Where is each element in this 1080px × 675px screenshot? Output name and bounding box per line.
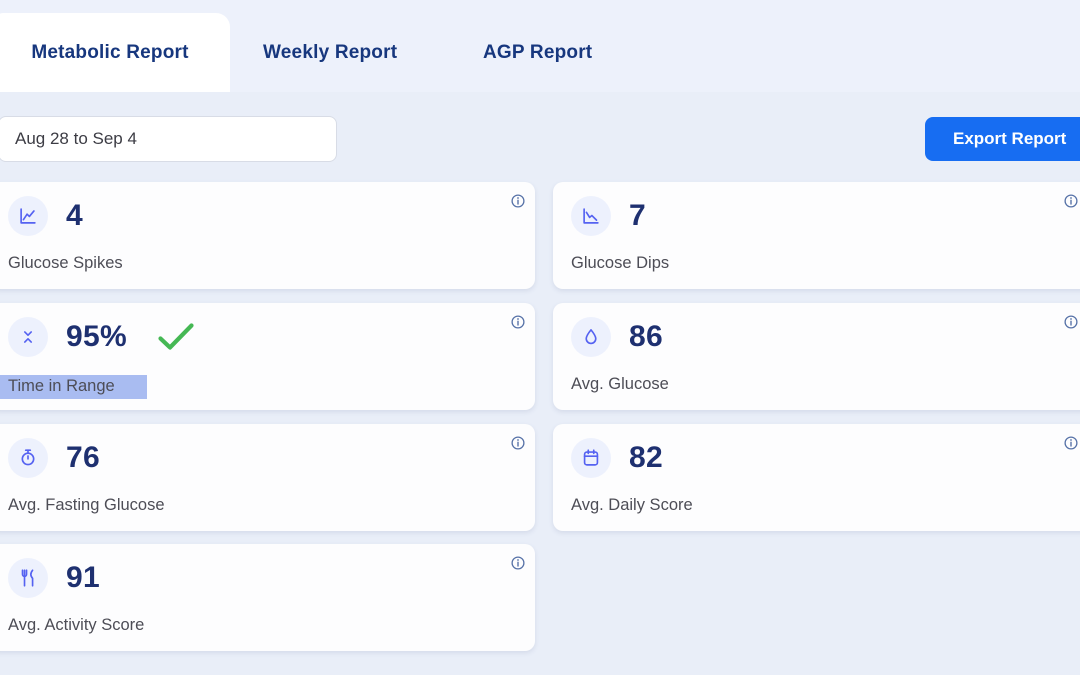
align-vertical-center-icon xyxy=(8,317,48,357)
info-icon[interactable] xyxy=(511,315,525,329)
stopwatch-icon xyxy=(8,438,48,478)
avg-fasting-glucose-value: 76 xyxy=(66,441,100,474)
avg-glucose-label: Avg. Glucose xyxy=(571,375,669,393)
card-avg-activity-score-top: 91 xyxy=(8,558,517,598)
tab-weekly-report-label: Weekly Report xyxy=(263,41,398,63)
time-in-range-label: Time in Range xyxy=(0,375,147,399)
avg-glucose-value: 86 xyxy=(629,320,663,353)
card-glucose-spikes-top: 4 xyxy=(8,196,517,236)
report-tab-bar: Metabolic Report Weekly Report AGP Repor… xyxy=(0,0,1080,92)
card-avg-activity-score: 91 Avg. Activity Score xyxy=(0,544,535,651)
glucose-spikes-value: 4 xyxy=(66,199,83,232)
chart-line-up-icon xyxy=(8,196,48,236)
droplet-icon xyxy=(571,317,611,357)
date-range-input[interactable]: Aug 28 to Sep 4 xyxy=(0,116,337,162)
info-icon[interactable] xyxy=(1064,315,1078,329)
time-in-range-value: 95% xyxy=(66,320,127,353)
info-icon[interactable] xyxy=(1064,436,1078,450)
card-glucose-spikes: 4 Glucose Spikes xyxy=(0,182,535,289)
avg-activity-score-label: Avg. Activity Score xyxy=(8,616,145,634)
date-range-value: Aug 28 to Sep 4 xyxy=(15,129,137,148)
card-avg-daily-score-top: 82 xyxy=(571,438,1080,478)
card-avg-fasting-glucose: 76 Avg. Fasting Glucose xyxy=(0,424,535,531)
export-report-button[interactable]: Export Report xyxy=(925,117,1080,161)
avg-activity-score-value: 91 xyxy=(66,561,100,594)
card-glucose-dips-top: 7 xyxy=(571,196,1080,236)
info-icon[interactable] xyxy=(511,436,525,450)
glucose-spikes-label: Glucose Spikes xyxy=(8,254,123,272)
card-avg-glucose: 86 Avg. Glucose xyxy=(553,303,1080,410)
tab-agp-report-label: AGP Report xyxy=(483,41,593,63)
card-avg-glucose-top: 86 xyxy=(571,317,1080,357)
avg-daily-score-label: Avg. Daily Score xyxy=(571,496,693,514)
card-avg-daily-score: 82 Avg. Daily Score xyxy=(553,424,1080,531)
card-avg-fasting-glucose-top: 76 xyxy=(8,438,517,478)
chart-line-down-icon xyxy=(571,196,611,236)
tab-weekly-report[interactable]: Weekly Report xyxy=(263,13,397,92)
export-report-label: Export Report xyxy=(953,129,1067,148)
utensils-icon xyxy=(8,558,48,598)
avg-daily-score-value: 82 xyxy=(629,441,663,474)
tab-metabolic-report[interactable]: Metabolic Report xyxy=(0,13,230,92)
card-time-in-range-top: 95% xyxy=(8,317,517,357)
calendar-icon xyxy=(571,438,611,478)
tab-agp-report[interactable]: AGP Report xyxy=(483,13,592,92)
info-icon[interactable] xyxy=(1064,194,1078,208)
glucose-dips-label: Glucose Dips xyxy=(571,254,670,272)
tab-metabolic-report-label: Metabolic Report xyxy=(31,41,189,63)
card-time-in-range: 95% Time in Range xyxy=(0,303,535,410)
glucose-dips-value: 7 xyxy=(629,199,646,232)
info-icon[interactable] xyxy=(511,194,525,208)
avg-fasting-glucose-label: Avg. Fasting Glucose xyxy=(8,496,165,514)
checkmark-icon xyxy=(157,322,195,352)
card-glucose-dips: 7 Glucose Dips xyxy=(553,182,1080,289)
info-icon[interactable] xyxy=(511,556,525,570)
